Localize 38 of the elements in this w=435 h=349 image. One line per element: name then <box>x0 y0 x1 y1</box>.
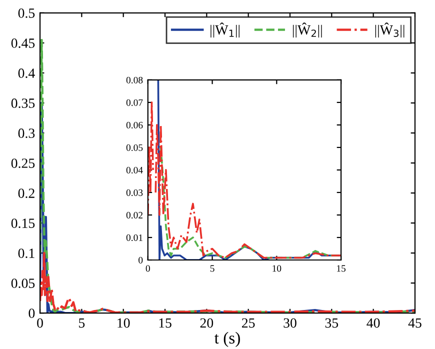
x-tick-label: 30 <box>284 318 296 328</box>
x-tick-label: 0 <box>37 318 43 328</box>
y-tick-label: 0.03 <box>126 189 143 196</box>
y-tick-label: 0.05 <box>11 278 35 288</box>
x-tick-label: 0 <box>146 265 150 272</box>
y-tick-label: 0.25 <box>11 158 35 168</box>
legend-label: ||Ŵ$_{2}$|| <box>292 22 322 38</box>
y-tick-label: 0.01 <box>126 234 142 242</box>
y-tick-label: 0.08 <box>126 76 143 84</box>
y-tick-label: 0.05 <box>126 144 143 151</box>
y-tick-label: 0 <box>138 256 143 264</box>
y-tick-label: 0.35 <box>11 98 35 108</box>
x-tick-label: 15 <box>159 318 172 328</box>
x-tick-label: 10 <box>118 318 130 328</box>
y-tick-label: 0.06 <box>126 122 143 128</box>
x-tick-label: 10 <box>272 265 282 272</box>
y-tick-label: 0.2 <box>18 188 34 198</box>
y-tick-label: 0.4 <box>18 68 35 78</box>
x-tick-label: 40 <box>366 318 380 328</box>
y-tick-label: 0.04 <box>126 166 143 174</box>
legend-label: ||Ŵ$_{3}$|| <box>375 22 404 38</box>
x-tick-label: 5 <box>79 318 85 328</box>
x-tick-label: 45 <box>408 318 422 328</box>
x-axis-title: t (s) <box>214 332 240 348</box>
y-tick-label: 0.1 <box>18 248 34 258</box>
y-tick-label: 0.45 <box>11 38 35 48</box>
y-tick-label: 0 <box>28 308 35 318</box>
x-tick-label: 35 <box>325 318 338 328</box>
x-tick-label: 25 <box>242 318 255 328</box>
y-tick-label: 0.5 <box>18 8 35 18</box>
y-tick-label: 0.15 <box>11 218 35 228</box>
legend-label: ||Ŵ$_{1}$|| <box>210 22 240 38</box>
y-tick-label: 0.02 <box>126 212 143 218</box>
y-tick-label: 0.3 <box>18 128 35 138</box>
x-tick-label: 5 <box>210 265 214 272</box>
x-tick-label: 15 <box>337 265 346 272</box>
y-tick-label: 0.07 <box>126 99 143 106</box>
x-tick-label: 20 <box>200 318 214 328</box>
